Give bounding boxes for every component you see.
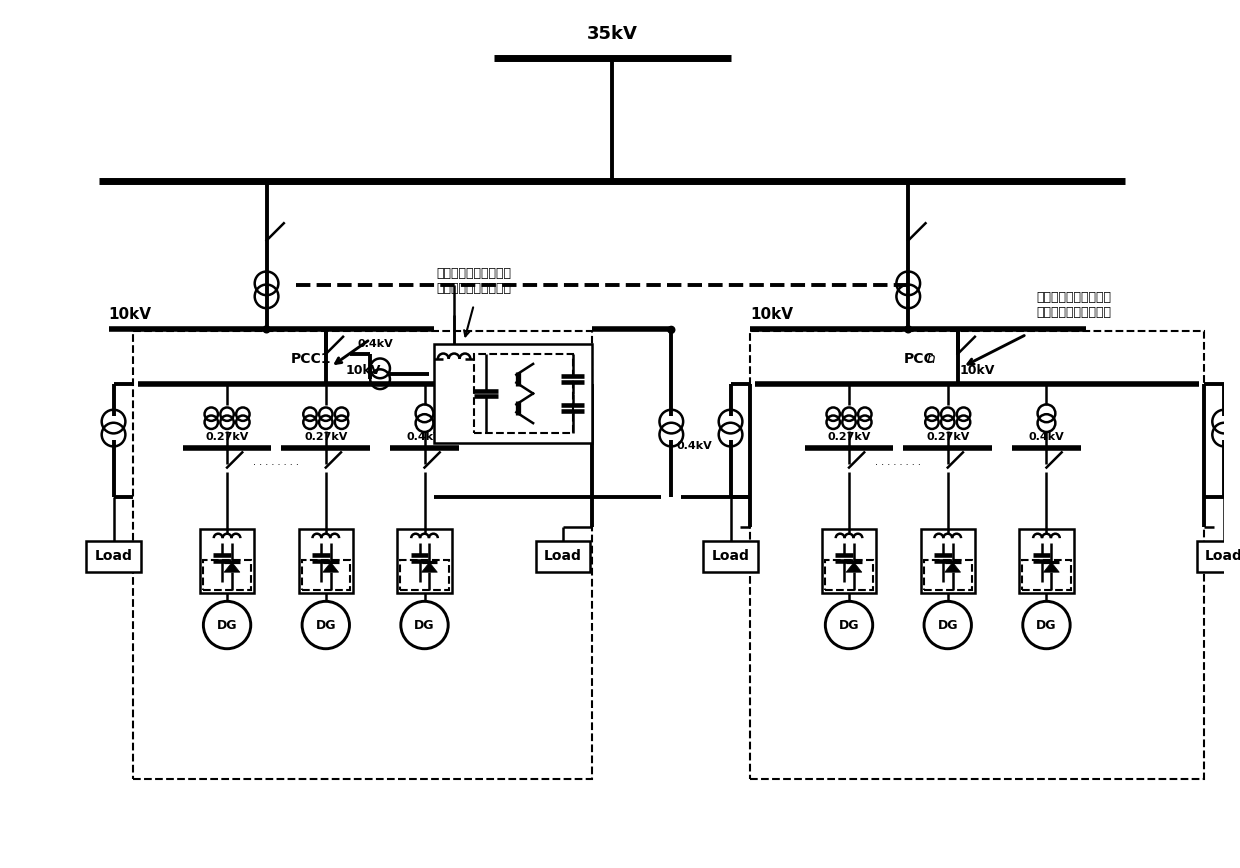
FancyBboxPatch shape — [434, 345, 593, 443]
Text: 0.27kV: 0.27kV — [926, 432, 970, 442]
Text: DG: DG — [937, 619, 959, 632]
FancyBboxPatch shape — [397, 529, 451, 594]
Text: 抑制分布式发电谐振的
电网高频阻抗重塑装置: 抑制分布式发电谐振的 电网高频阻抗重塑装置 — [1037, 292, 1111, 319]
Polygon shape — [422, 562, 438, 572]
Text: DG: DG — [414, 619, 435, 632]
Circle shape — [303, 602, 350, 648]
Text: 35kV: 35kV — [587, 25, 637, 43]
Polygon shape — [224, 562, 239, 572]
Text: DG: DG — [217, 619, 237, 632]
Polygon shape — [1044, 562, 1059, 572]
Text: Load: Load — [1205, 549, 1240, 563]
Text: 0.4kV: 0.4kV — [676, 441, 712, 450]
Text: DG: DG — [838, 619, 859, 632]
Text: 0.4kV: 0.4kV — [407, 432, 443, 442]
Circle shape — [203, 602, 250, 648]
Text: 0.27kV: 0.27kV — [206, 432, 249, 442]
Text: 0.4kV: 0.4kV — [357, 339, 393, 349]
Polygon shape — [322, 562, 339, 572]
Text: 0.27kV: 0.27kV — [827, 432, 870, 442]
FancyBboxPatch shape — [1197, 541, 1240, 572]
Circle shape — [401, 602, 448, 648]
Text: Load: Load — [94, 549, 133, 563]
Text: · · · · · · · ·: · · · · · · · · — [875, 459, 921, 470]
Circle shape — [924, 602, 971, 648]
FancyBboxPatch shape — [87, 541, 140, 572]
Text: Load: Load — [712, 549, 749, 563]
FancyBboxPatch shape — [536, 541, 590, 572]
Text: 0.4kV: 0.4kV — [1029, 432, 1064, 442]
Text: 10kV: 10kV — [750, 307, 794, 322]
FancyBboxPatch shape — [299, 529, 353, 594]
FancyBboxPatch shape — [200, 529, 254, 594]
Circle shape — [826, 602, 873, 648]
Text: $n$: $n$ — [926, 352, 936, 366]
Polygon shape — [846, 562, 862, 572]
Text: 10kV: 10kV — [960, 364, 994, 377]
Circle shape — [668, 326, 675, 333]
FancyBboxPatch shape — [703, 541, 758, 572]
Text: 0.27kV: 0.27kV — [304, 432, 347, 442]
Text: 抑制分布式发电谐振的
电网高频阻抗重塑装置: 抑制分布式发电谐振的 电网高频阻抗重塑装置 — [436, 266, 511, 295]
Text: · · · · · · · ·: · · · · · · · · — [253, 459, 299, 470]
Text: Load: Load — [544, 549, 582, 563]
FancyBboxPatch shape — [1019, 529, 1074, 594]
Text: DG: DG — [1037, 619, 1056, 632]
Text: DG: DG — [315, 619, 336, 632]
Text: 10kV: 10kV — [109, 307, 151, 322]
FancyBboxPatch shape — [822, 529, 877, 594]
Circle shape — [1023, 602, 1070, 648]
Text: PCC: PCC — [903, 352, 934, 366]
Circle shape — [263, 326, 270, 332]
Text: 10kV: 10kV — [345, 364, 381, 377]
FancyBboxPatch shape — [920, 529, 975, 594]
Text: PCC1: PCC1 — [291, 352, 332, 366]
Circle shape — [905, 326, 911, 332]
Polygon shape — [945, 562, 961, 572]
